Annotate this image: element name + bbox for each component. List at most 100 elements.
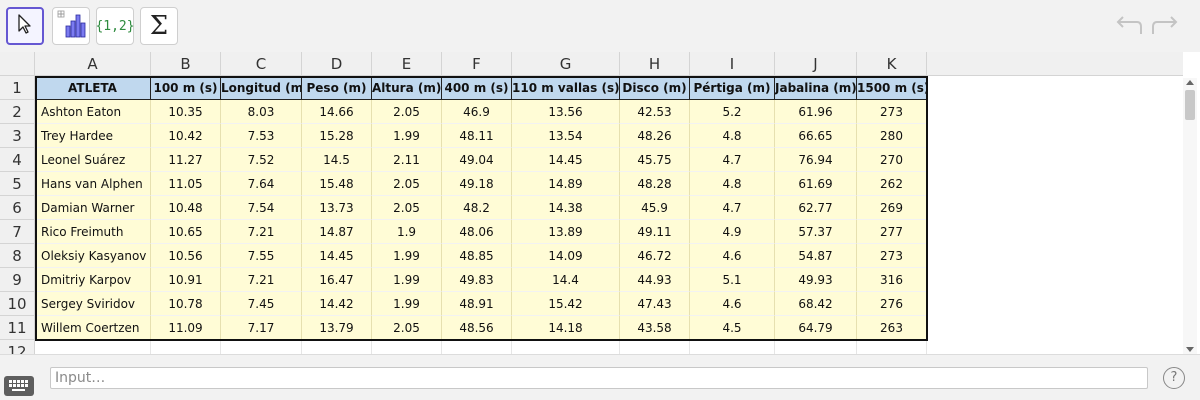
table-cell[interactable]: 10.78 [151,292,221,316]
move-tool-button[interactable] [6,7,44,45]
table-cell[interactable]: 14.89 [512,172,620,196]
row-header[interactable]: 7 [0,220,35,244]
table-cell[interactable]: 10.65 [151,220,221,244]
column-header[interactable]: I [690,52,775,76]
table-cell[interactable]: 11.05 [151,172,221,196]
table-cell[interactable]: 270 [857,148,927,172]
table-cell[interactable]: 10.48 [151,196,221,220]
table-cell[interactable]: 15.42 [512,292,620,316]
table-cell[interactable]: 2.05 [372,316,442,340]
table-cell[interactable]: 4.7 [690,148,775,172]
table-cell[interactable]: 8.03 [221,100,302,124]
table-cell[interactable]: 5.1 [690,268,775,292]
column-header[interactable]: E [372,52,442,76]
table-cell[interactable]: Willem Coertzen [35,316,151,340]
table-cell[interactable]: 2.05 [372,172,442,196]
header-cell[interactable]: ATLETA [35,76,151,100]
column-header[interactable]: B [151,52,221,76]
statistics-tool-button[interactable] [52,7,90,45]
column-header[interactable]: A [35,52,151,76]
table-cell[interactable]: 49.93 [775,268,857,292]
empty-cell[interactable] [372,340,442,354]
column-header[interactable]: F [442,52,512,76]
table-cell[interactable]: 7.21 [221,268,302,292]
table-cell[interactable]: 13.79 [302,316,372,340]
table-cell[interactable]: 14.45 [512,148,620,172]
table-cell[interactable]: 14.38 [512,196,620,220]
table-cell[interactable]: Damian Warner [35,196,151,220]
table-cell[interactable]: 48.26 [620,124,690,148]
table-cell[interactable]: 13.89 [512,220,620,244]
table-cell[interactable]: 7.17 [221,316,302,340]
table-cell[interactable]: 10.91 [151,268,221,292]
row-header[interactable]: 3 [0,124,35,148]
table-cell[interactable]: 14.4 [512,268,620,292]
undo-button[interactable] [1114,12,1144,42]
table-cell[interactable]: 48.85 [442,244,512,268]
table-cell[interactable]: 7.52 [221,148,302,172]
table-cell[interactable]: 48.11 [442,124,512,148]
table-cell[interactable]: 262 [857,172,927,196]
row-header[interactable]: 12 [0,340,35,354]
keyboard-button[interactable] [4,376,34,396]
scroll-down-icon[interactable] [1186,347,1194,352]
table-cell[interactable]: 10.35 [151,100,221,124]
table-cell[interactable]: 66.65 [775,124,857,148]
table-cell[interactable]: 276 [857,292,927,316]
scroll-up-icon[interactable] [1186,80,1194,85]
table-cell[interactable]: 45.9 [620,196,690,220]
table-cell[interactable]: 48.06 [442,220,512,244]
row-header[interactable]: 1 [0,76,35,100]
table-cell[interactable]: 4.8 [690,172,775,196]
table-cell[interactable]: 280 [857,124,927,148]
vertical-scrollbar[interactable] [1183,78,1197,354]
table-cell[interactable]: 57.37 [775,220,857,244]
row-header[interactable]: 11 [0,316,35,340]
table-cell[interactable]: 277 [857,220,927,244]
empty-cell[interactable] [221,340,302,354]
table-cell[interactable]: 14.5 [302,148,372,172]
table-cell[interactable]: 49.83 [442,268,512,292]
table-cell[interactable]: 7.64 [221,172,302,196]
table-cell[interactable]: Dmitriy Karpov [35,268,151,292]
table-cell[interactable]: 316 [857,268,927,292]
table-cell[interactable]: 1.99 [372,124,442,148]
table-cell[interactable]: 48.91 [442,292,512,316]
table-cell[interactable]: 14.66 [302,100,372,124]
scrollbar-thumb[interactable] [1185,90,1195,120]
table-cell[interactable]: Oleksiy Kasyanov [35,244,151,268]
table-cell[interactable]: 68.42 [775,292,857,316]
table-cell[interactable]: 14.45 [302,244,372,268]
empty-cell[interactable] [35,340,151,354]
table-cell[interactable]: 61.69 [775,172,857,196]
help-button[interactable]: ? [1163,367,1185,389]
algebra-input-field[interactable] [50,367,1148,389]
header-cell[interactable]: Peso (m) [302,76,372,100]
table-cell[interactable]: 11.09 [151,316,221,340]
table-cell[interactable]: 48.2 [442,196,512,220]
table-cell[interactable]: 14.18 [512,316,620,340]
table-cell[interactable]: 49.11 [620,220,690,244]
row-header[interactable]: 9 [0,268,35,292]
table-cell[interactable]: 14.42 [302,292,372,316]
table-cell[interactable]: 5.2 [690,100,775,124]
table-cell[interactable]: 1.99 [372,244,442,268]
list-tool-button[interactable]: {1,2} [95,7,135,45]
table-cell[interactable]: 54.87 [775,244,857,268]
table-cell[interactable]: Rico Freimuth [35,220,151,244]
table-cell[interactable]: 61.96 [775,100,857,124]
table-cell[interactable]: Trey Hardee [35,124,151,148]
row-header[interactable]: 6 [0,196,35,220]
table-cell[interactable]: 64.79 [775,316,857,340]
header-cell[interactable]: 400 m (s) [442,76,512,100]
table-cell[interactable]: 13.56 [512,100,620,124]
table-cell[interactable]: 7.53 [221,124,302,148]
table-cell[interactable]: 49.18 [442,172,512,196]
table-cell[interactable]: Sergey Sviridov [35,292,151,316]
table-cell[interactable]: 44.93 [620,268,690,292]
header-cell[interactable]: Pértiga (m) [690,76,775,100]
table-cell[interactable]: 2.05 [372,196,442,220]
header-cell[interactable]: Disco (m) [620,76,690,100]
table-cell[interactable]: 4.8 [690,124,775,148]
